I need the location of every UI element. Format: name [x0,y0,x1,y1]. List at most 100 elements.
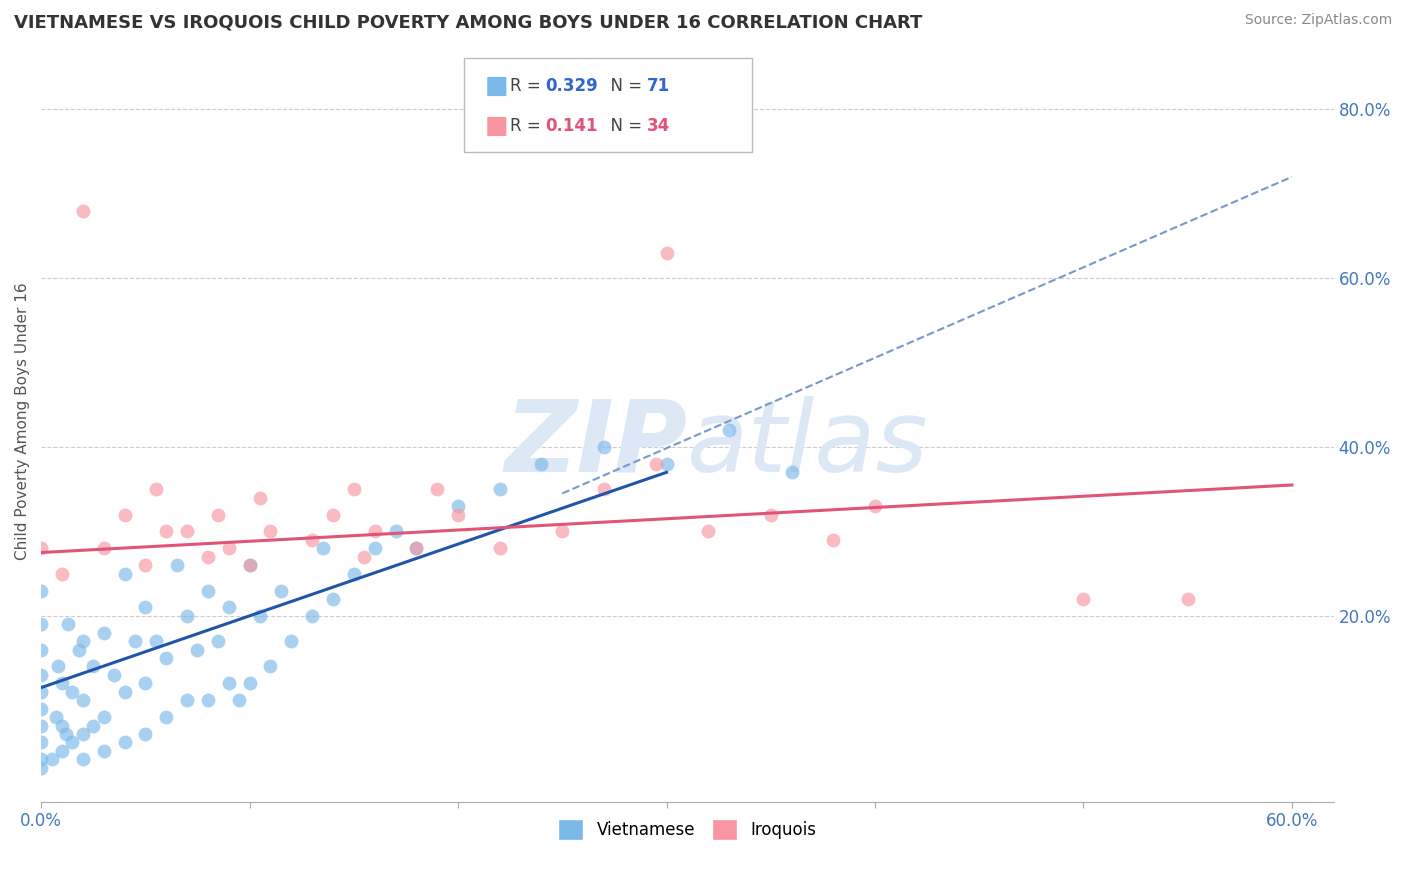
Vietnamese [405,541,427,556]
Vietnamese [67,642,90,657]
Iroquois [863,499,886,513]
Text: 34: 34 [647,117,671,135]
Text: atlas: atlas [688,396,929,493]
Iroquois [353,549,375,564]
Vietnamese [207,634,229,648]
Vietnamese [488,482,510,496]
Vietnamese [218,676,240,690]
Iroquois [697,524,720,539]
Iroquois [363,524,385,539]
Vietnamese [124,634,146,648]
Iroquois [114,508,136,522]
Iroquois [176,524,198,539]
Vietnamese [114,685,136,699]
Iroquois [1177,591,1199,606]
Iroquois [759,508,782,522]
Vietnamese [30,718,52,732]
Vietnamese [114,735,136,749]
Iroquois [249,491,271,505]
Iroquois [488,541,510,556]
Vietnamese [72,634,94,648]
Iroquois [1073,591,1095,606]
Vietnamese [280,634,302,648]
Text: 0.141: 0.141 [546,117,598,135]
Vietnamese [249,608,271,623]
Vietnamese [72,693,94,707]
Vietnamese [30,617,52,632]
Text: N =: N = [600,117,648,135]
Iroquois [145,482,167,496]
Vietnamese [447,499,470,513]
Vietnamese [239,558,262,573]
Iroquois [447,508,470,522]
Vietnamese [155,710,177,724]
Vietnamese [60,735,83,749]
Vietnamese [530,457,553,471]
Text: 0.329: 0.329 [546,78,599,95]
Text: 71: 71 [647,78,669,95]
Vietnamese [46,659,69,673]
Y-axis label: Child Poverty Among Boys Under 16: Child Poverty Among Boys Under 16 [15,283,30,560]
Vietnamese [301,608,323,623]
Vietnamese [593,440,616,454]
Vietnamese [30,702,52,716]
Iroquois [155,524,177,539]
Vietnamese [45,710,67,724]
Vietnamese [218,600,240,615]
Vietnamese [780,466,803,480]
Iroquois [645,457,668,471]
Vietnamese [114,566,136,581]
Vietnamese [384,524,406,539]
Vietnamese [72,752,94,766]
Vietnamese [30,761,52,775]
Vietnamese [60,685,83,699]
Iroquois [134,558,156,573]
Vietnamese [58,617,80,632]
Vietnamese [93,710,115,724]
Legend: Vietnamese, Iroquois: Vietnamese, Iroquois [551,813,823,847]
Iroquois [51,566,73,581]
Vietnamese [30,583,52,598]
Iroquois [551,524,574,539]
Vietnamese [322,591,344,606]
Vietnamese [30,752,52,766]
Text: Source: ZipAtlas.com: Source: ZipAtlas.com [1244,13,1392,28]
Vietnamese [51,744,73,758]
Vietnamese [30,685,52,699]
Text: R =: R = [510,78,547,95]
Vietnamese [718,423,741,437]
Vietnamese [145,634,167,648]
Text: N =: N = [600,78,648,95]
Vietnamese [239,676,262,690]
Iroquois [218,541,240,556]
Text: R =: R = [510,117,547,135]
Vietnamese [82,659,104,673]
Iroquois [405,541,427,556]
Vietnamese [176,693,198,707]
Iroquois [30,541,52,556]
Vietnamese [155,651,177,665]
Vietnamese [197,583,219,598]
Vietnamese [82,718,104,732]
Iroquois [239,558,262,573]
Vietnamese [655,457,678,471]
Vietnamese [30,668,52,682]
Vietnamese [30,735,52,749]
Vietnamese [134,600,156,615]
Iroquois [72,203,94,218]
Iroquois [823,533,845,547]
Vietnamese [259,659,281,673]
Text: ■: ■ [485,74,509,98]
Vietnamese [30,642,52,657]
Vietnamese [311,541,333,556]
Iroquois [343,482,366,496]
Vietnamese [134,727,156,741]
Vietnamese [51,676,73,690]
Iroquois [259,524,281,539]
Vietnamese [72,727,94,741]
Vietnamese [176,608,198,623]
Text: ■: ■ [485,114,509,138]
Vietnamese [134,676,156,690]
Text: VIETNAMESE VS IROQUOIS CHILD POVERTY AMONG BOYS UNDER 16 CORRELATION CHART: VIETNAMESE VS IROQUOIS CHILD POVERTY AMO… [14,13,922,31]
Vietnamese [186,642,208,657]
